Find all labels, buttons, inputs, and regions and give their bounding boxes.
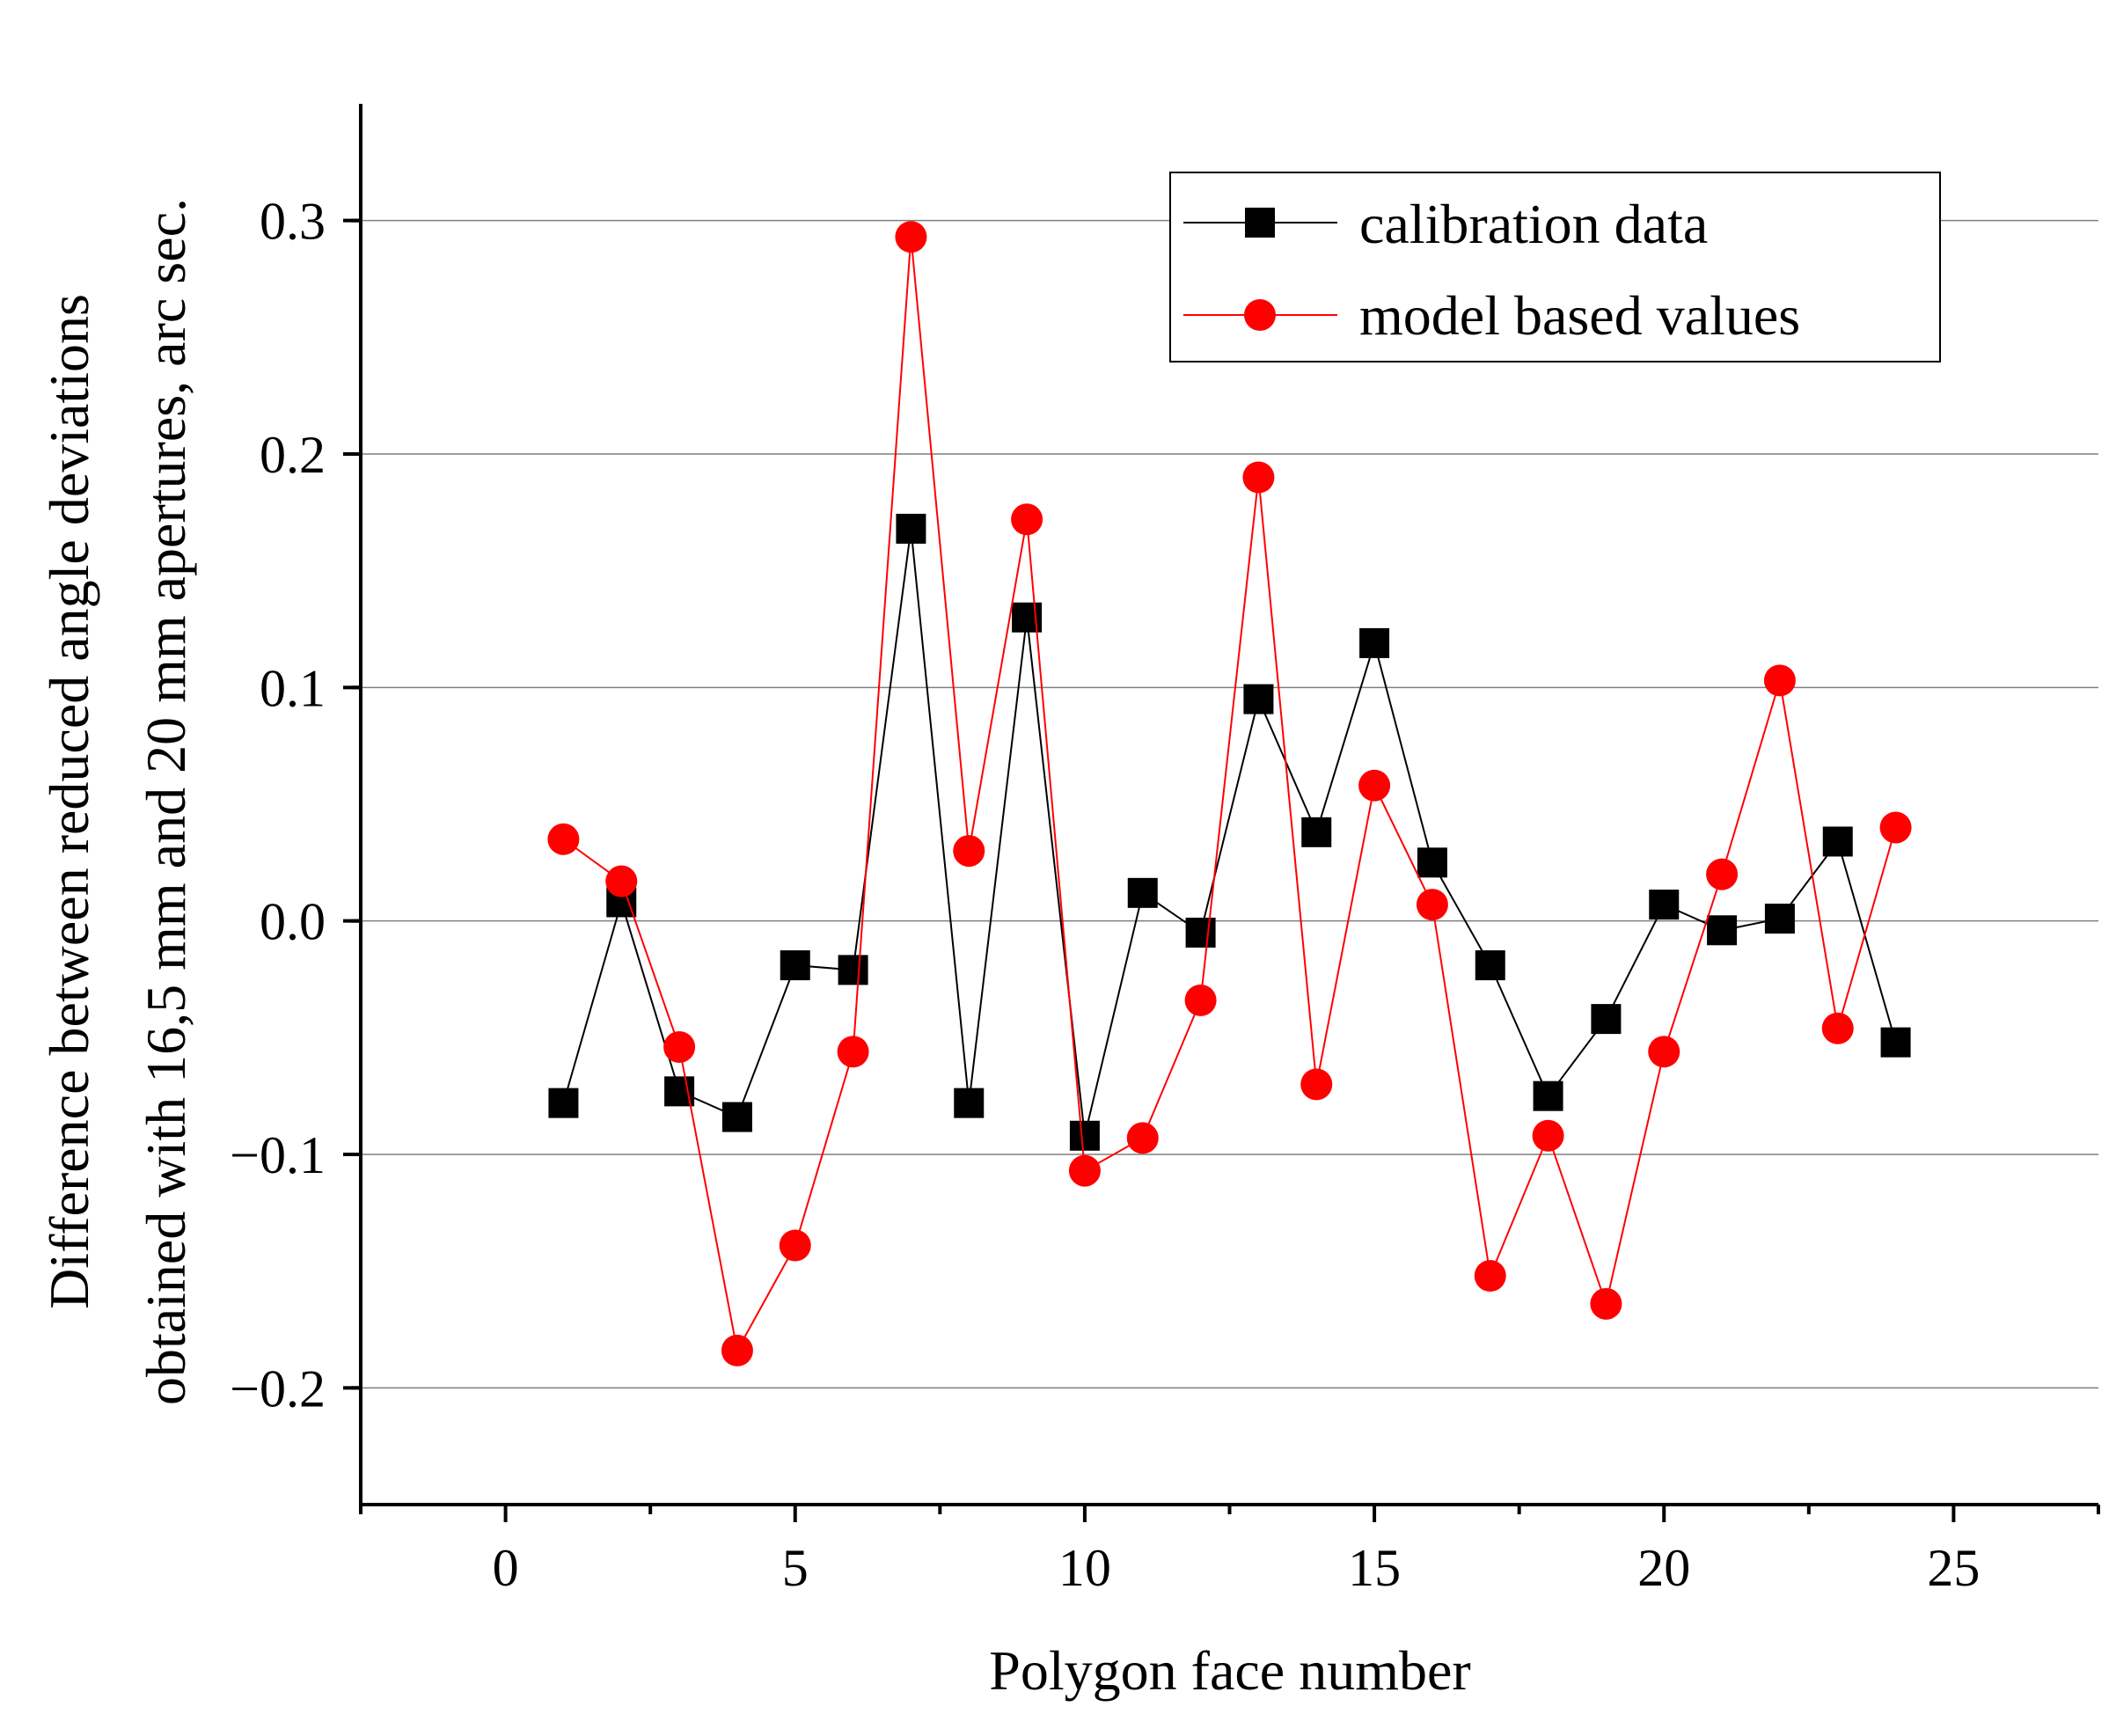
data-point-square: [1359, 627, 1390, 658]
data-point-circle: [547, 823, 580, 855]
data-point-square: [1127, 877, 1158, 908]
x-tick-label: 5: [782, 1539, 809, 1597]
data-point-circle: [1879, 811, 1912, 844]
data-point-square: [1764, 904, 1795, 934]
y-tick-label: 0.2: [260, 426, 326, 484]
x-tick-label: 0: [493, 1539, 519, 1597]
data-point-circle: [1763, 664, 1796, 697]
legend: calibration data model based values: [1169, 172, 1941, 363]
y-tick-label: −0.1: [230, 1126, 326, 1184]
data-point-circle: [1184, 984, 1217, 1016]
data-point-square: [1880, 1027, 1911, 1058]
data-point-circle: [663, 1030, 696, 1063]
data-point-square: [1649, 890, 1680, 920]
data-point-circle: [1590, 1287, 1622, 1320]
data-point-square: [1069, 1120, 1100, 1151]
legend-label-model: model based values: [1359, 284, 1800, 347]
legend-marker-model: [1244, 299, 1276, 331]
data-point-circle: [721, 1334, 753, 1366]
data-point-circle: [1358, 769, 1391, 802]
data-point-circle: [1821, 1012, 1854, 1044]
y-tick-label: 0.1: [260, 659, 326, 717]
x-axis-label: Polygon face number: [989, 1639, 1470, 1702]
data-point-square: [838, 955, 868, 985]
data-point-square: [954, 1088, 985, 1118]
y-tick-label: −0.2: [230, 1359, 326, 1417]
data-point-square: [780, 950, 810, 981]
series-calibration-data: [548, 513, 1911, 1151]
data-point-circle: [1648, 1036, 1680, 1068]
data-point-circle: [1474, 1259, 1506, 1292]
grid-lines: [361, 219, 2098, 1389]
y-axis-label-line2: obtained with 16,5 mm and 20 mm aperture…: [135, 198, 197, 1405]
data-point-circle: [1532, 1119, 1564, 1152]
series-line: [562, 237, 1897, 1353]
data-point-square: [1822, 826, 1853, 857]
ticks: −0.2 −0.1 0.0 0.1 0.2 0.3 0 5 10 15 20 25: [230, 193, 2100, 1597]
x-tick-label: 25: [1927, 1539, 1980, 1597]
data-point-square: [1243, 684, 1274, 714]
series-line: [562, 528, 1897, 1137]
data-point-square: [1707, 915, 1738, 946]
data-point-circle: [1126, 1122, 1159, 1154]
data-point-circle: [953, 835, 985, 868]
data-point-square: [1417, 847, 1447, 878]
data-point-square: [1301, 817, 1332, 847]
data-point-circle: [1011, 503, 1043, 536]
data-point-circle: [1300, 1068, 1333, 1101]
data-point-square: [1475, 950, 1505, 981]
data-point-square: [1591, 1004, 1622, 1035]
legend-label-calibration: calibration data: [1359, 193, 1708, 255]
y-axis-label-line1: Difference between reduced angle deviati…: [38, 294, 100, 1309]
data-point-circle: [605, 865, 638, 897]
data-point-square: [721, 1102, 752, 1132]
data-point-circle: [1706, 858, 1739, 890]
data-point-square: [1185, 917, 1216, 948]
data-point-square: [1533, 1080, 1563, 1111]
data-point-circle: [1416, 889, 1448, 921]
data-point-circle: [1242, 461, 1275, 494]
data-point-circle: [779, 1229, 811, 1262]
data-point-circle: [837, 1036, 869, 1068]
data-point-square: [896, 513, 926, 544]
y-tick-label: 0.0: [260, 893, 326, 951]
x-tick-label: 20: [1637, 1539, 1690, 1597]
y-tick-label: 0.3: [260, 193, 326, 251]
series-model-based-values: [547, 221, 1912, 1366]
data-point-square: [548, 1088, 579, 1118]
x-tick-label: 15: [1348, 1539, 1401, 1597]
legend-box: [1169, 172, 1941, 363]
data-point-circle: [1068, 1154, 1101, 1187]
x-tick-label: 10: [1058, 1539, 1111, 1597]
data-point-circle: [895, 221, 927, 253]
series: [547, 221, 1912, 1366]
legend-marker-calibration: [1245, 208, 1275, 238]
